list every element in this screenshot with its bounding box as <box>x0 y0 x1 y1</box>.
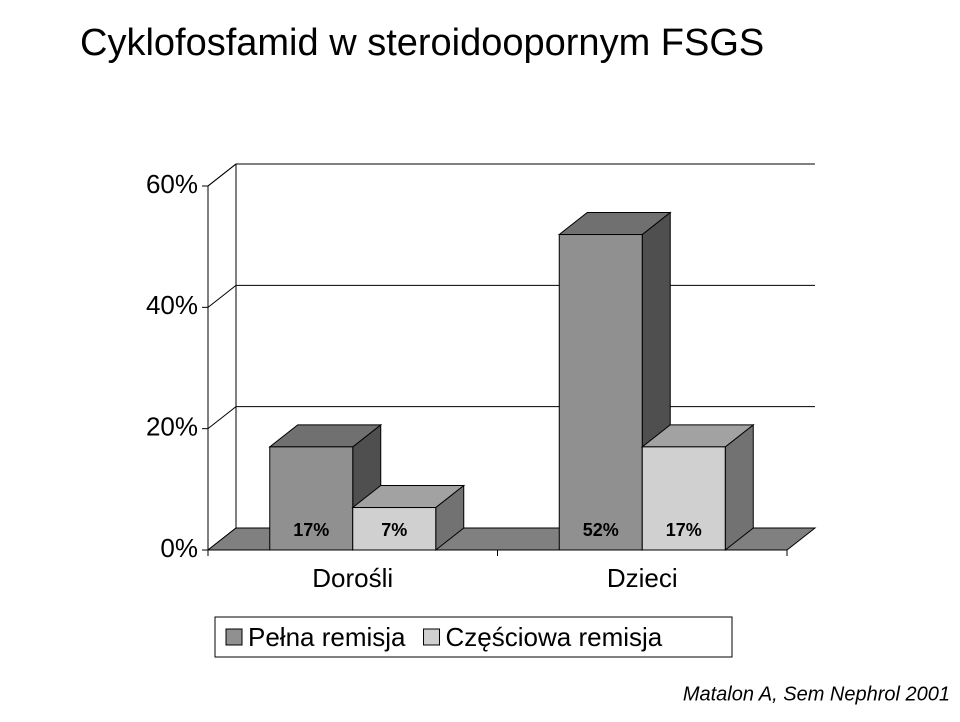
legend-box <box>214 616 733 658</box>
legend-label: Pełna remisja <box>248 622 406 652</box>
value-label: 17% <box>666 520 702 540</box>
value-label: 52% <box>583 520 619 540</box>
bar <box>351 484 466 552</box>
bar <box>640 423 755 552</box>
bar-front <box>269 446 354 551</box>
legend: Pełna remisja Częściowa remisja <box>214 616 733 658</box>
y-tick-label: 60% <box>146 169 198 199</box>
value-label: 17% <box>293 520 329 540</box>
grid-line <box>207 163 815 187</box>
left-wall <box>207 163 237 550</box>
bar-front <box>558 234 643 551</box>
grid-line <box>207 284 815 308</box>
bar-front <box>641 446 726 551</box>
y-tick-label: 0% <box>160 533 198 563</box>
legend-swatch <box>225 628 243 646</box>
legend-swatch <box>423 628 441 646</box>
chart-title: Cyklofosfamid w steroidoopornym FSGS <box>80 22 764 64</box>
y-tick-label: 20% <box>146 412 198 442</box>
x-tick-label: Dorośli <box>312 563 393 593</box>
y-tick-label: 40% <box>146 290 198 320</box>
bar-front <box>352 507 437 551</box>
legend-label: Częściowa remisja <box>446 622 663 652</box>
x-tick-label: Dzieci <box>607 563 678 593</box>
source-note: Matalon A, Sem Nephrol 2001 <box>683 683 950 705</box>
value-label: 7% <box>381 520 407 540</box>
